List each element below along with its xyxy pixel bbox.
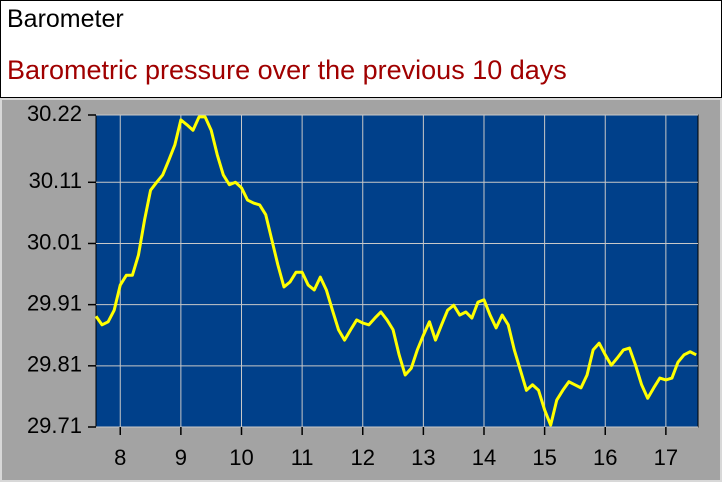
y-tick-label: 29.71 <box>27 413 82 438</box>
x-tick-label: 8 <box>114 445 126 470</box>
pressure-line <box>94 115 697 427</box>
y-tick-label: 30.22 <box>27 101 82 126</box>
x-tick-label: 17 <box>654 445 678 470</box>
y-tick-label: 29.91 <box>27 290 82 315</box>
x-tick-label: 12 <box>351 445 375 470</box>
chart-title: Barometer <box>7 5 124 33</box>
y-tick-label: 30.11 <box>29 168 82 193</box>
x-tick-label: 10 <box>229 445 253 470</box>
x-tick-label: 16 <box>593 445 617 470</box>
plot-area <box>95 114 699 428</box>
x-tick-label: 9 <box>175 445 187 470</box>
x-tick-label: 11 <box>291 445 314 470</box>
chart-subtitle: Barometric pressure over the previous 10… <box>7 55 567 85</box>
x-tick-label: 15 <box>532 445 556 470</box>
x-tick-label: 13 <box>411 445 435 470</box>
header: Barometer Barometric pressure over the p… <box>0 0 722 98</box>
chart: 29.71 29.81 29.91 30.01 30.11 30.22 8 9 10 11 12 13… <box>0 98 722 482</box>
x-tick-label: 14 <box>472 445 496 470</box>
y-tick-label: 29.81 <box>27 352 82 377</box>
y-tick-label: 30.01 <box>27 229 82 254</box>
frame-bevel <box>0 98 722 482</box>
